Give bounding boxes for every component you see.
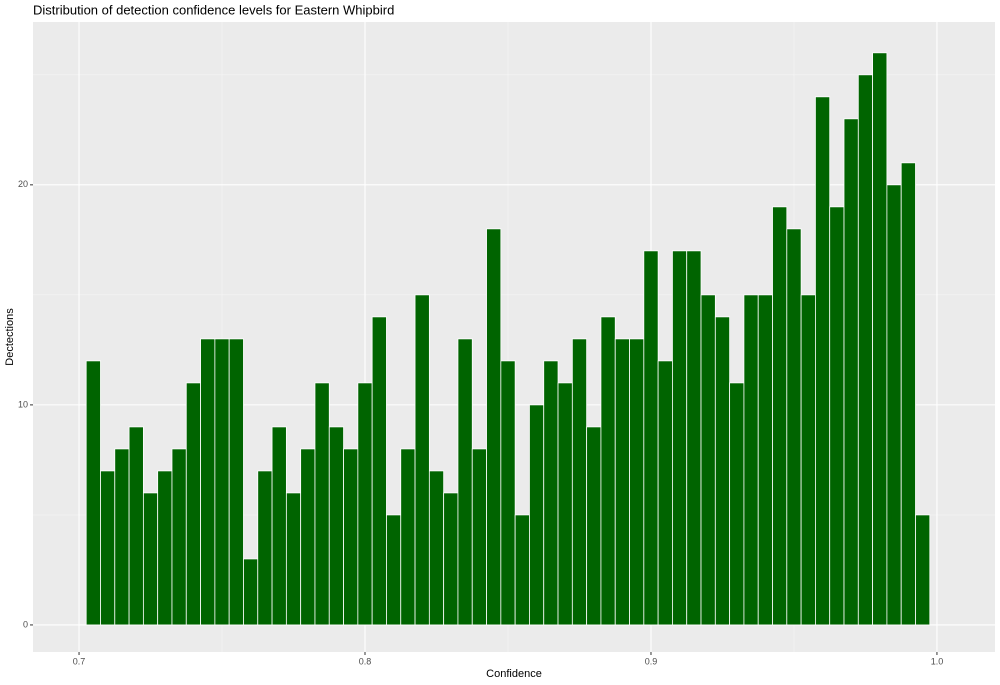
x-tick-label: 0.7 (73, 656, 86, 666)
bar (228, 338, 244, 626)
bar (614, 338, 630, 626)
bar (371, 316, 387, 626)
bar (786, 228, 802, 626)
bar (600, 316, 616, 626)
bar (443, 492, 459, 626)
bar (672, 250, 688, 626)
bar (700, 294, 716, 626)
bars (85, 52, 931, 626)
bar (357, 382, 373, 626)
y-tick-label: 0 (23, 619, 28, 629)
y-tick-label: 20 (18, 179, 28, 189)
bar (157, 470, 173, 626)
bar (900, 162, 916, 626)
bar (386, 514, 402, 626)
bar (114, 448, 130, 626)
x-tick-label: 1.0 (931, 656, 944, 666)
bar (872, 52, 888, 626)
bar (100, 470, 116, 626)
bar (300, 448, 316, 626)
x-tick-label: 0.9 (645, 656, 658, 666)
bar (915, 514, 931, 626)
bar (657, 360, 673, 626)
bar (285, 492, 302, 626)
bar (529, 404, 545, 626)
bar (714, 316, 731, 626)
bar (557, 382, 573, 626)
bar (571, 338, 588, 626)
bar (486, 228, 502, 626)
bar (829, 206, 845, 626)
bar (328, 426, 344, 626)
bar (343, 448, 359, 626)
bar (843, 118, 859, 626)
bar (257, 470, 273, 626)
bar (200, 338, 216, 626)
bar (142, 492, 159, 626)
bar (314, 382, 330, 626)
bar (643, 250, 659, 626)
x-axis-label: Confidence (486, 668, 542, 680)
bar (686, 250, 702, 626)
bar (414, 294, 430, 626)
y-axis-label: Dectections (4, 308, 16, 366)
chart-title: Distribution of detection confidence lev… (33, 2, 394, 17)
bar (729, 382, 745, 626)
bar (500, 360, 516, 626)
bar (428, 470, 445, 626)
bar (185, 382, 201, 626)
bar (629, 338, 645, 626)
bar (457, 338, 473, 626)
bar (772, 206, 788, 626)
bar (128, 426, 144, 626)
bar (543, 360, 559, 626)
bar (171, 448, 187, 626)
bar (514, 514, 530, 626)
bar (400, 448, 416, 626)
bar (743, 294, 759, 626)
bar (243, 558, 259, 626)
bar (857, 74, 874, 626)
bar (85, 360, 101, 626)
y-tick-label: 10 (18, 399, 28, 409)
bar (471, 448, 487, 626)
bar (886, 184, 902, 626)
bar (757, 294, 773, 626)
bar (815, 96, 831, 626)
bar (214, 338, 230, 626)
x-tick-label: 0.8 (359, 656, 372, 666)
bar (271, 426, 287, 626)
bar (800, 294, 816, 626)
bar (586, 426, 602, 626)
